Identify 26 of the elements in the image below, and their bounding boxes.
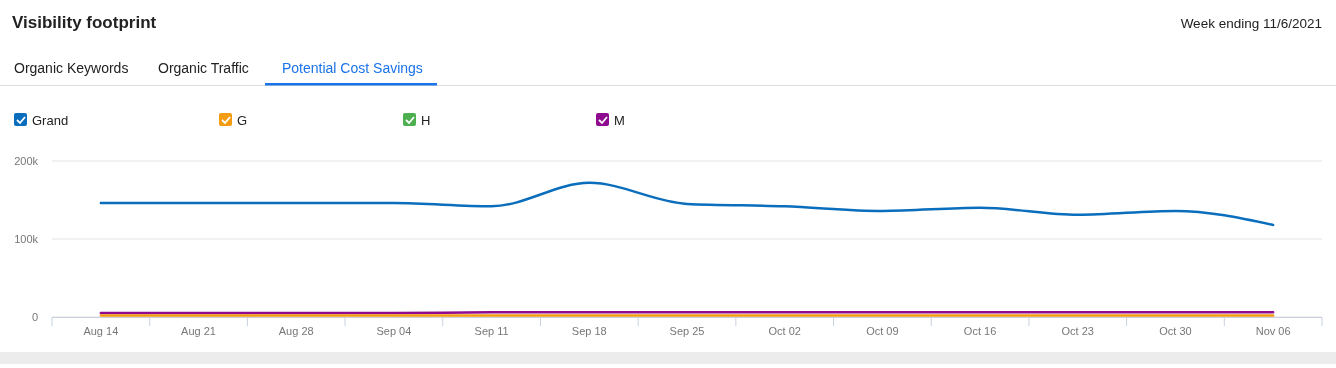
- x-tick-label: Oct 02: [768, 325, 801, 337]
- legend-label: M: [614, 113, 625, 128]
- x-tick-label: Sep 04: [376, 325, 412, 337]
- x-tick-label: Oct 16: [963, 325, 997, 337]
- x-tick-label: Sep 18: [571, 325, 607, 337]
- text: Organic Keywords: [14, 60, 129, 76]
- x-tick-label: Oct 09: [866, 325, 899, 337]
- x-tick-label: Sep 11: [474, 325, 509, 337]
- x-tick-label: Oct 30: [1159, 325, 1192, 337]
- line-series: [99, 181, 1275, 227]
- x-tick-label: Oct 23: [1061, 325, 1094, 337]
- legend-label: Grand: [32, 113, 69, 128]
- x-tick-label: Nov 06: [1255, 325, 1291, 337]
- chart-title: Visibility footprint: [12, 13, 157, 32]
- chart-subtitle: Week ending 11/6/2021: [1180, 16, 1322, 31]
- x-tick-label: Sep 25: [669, 325, 705, 337]
- legend-label: H: [421, 113, 431, 128]
- y-tick-label: 100k: [14, 233, 39, 245]
- x-tick-label: Aug 14: [83, 325, 119, 337]
- legend-label: G: [237, 113, 248, 128]
- y-tick-label: 200k: [14, 155, 39, 167]
- y-tick-label: 0: [31, 311, 38, 323]
- x-tick-label: Aug 28: [278, 325, 314, 337]
- text: Potential Cost Savings: [282, 60, 423, 76]
- text: Organic Traffic: [158, 60, 249, 76]
- x-tick-label: Aug 21: [181, 325, 216, 337]
